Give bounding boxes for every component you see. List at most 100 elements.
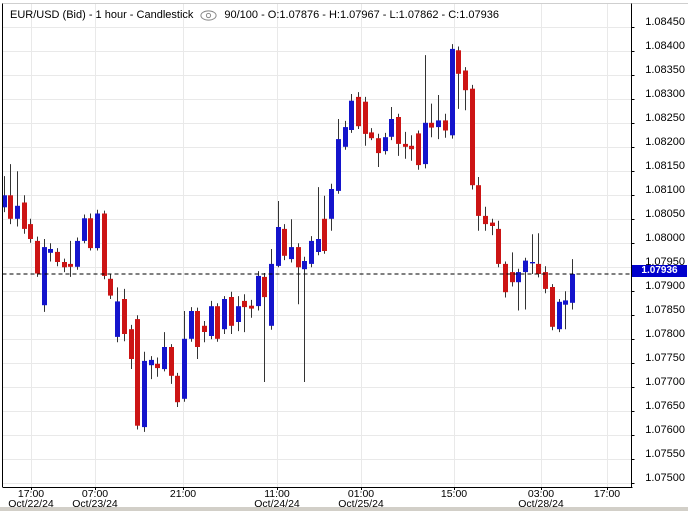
time-axis[interactable]: 17:00 Oct/22/24 07:00 Oct/23/24 21:00 11:00 Oc…	[0, 487, 688, 510]
candle-body	[456, 50, 461, 74]
candle[interactable]	[510, 252, 515, 287]
candle[interactable]	[269, 249, 274, 330]
candle[interactable]	[95, 209, 100, 251]
candle[interactable]	[309, 236, 314, 268]
candle[interactable]	[322, 195, 327, 254]
candle[interactable]	[229, 291, 234, 334]
candle[interactable]	[429, 103, 434, 138]
candle[interactable]	[490, 218, 495, 236]
candle[interactable]	[155, 357, 160, 377]
candle[interactable]	[409, 135, 414, 161]
candle[interactable]	[55, 248, 60, 267]
candle[interactable]	[28, 218, 33, 243]
candle[interactable]	[570, 259, 575, 310]
candle[interactable]	[135, 315, 140, 430]
candle[interactable]	[149, 356, 154, 380]
price-axis[interactable]: 1.08450 1.08400 1.08350 1.08300 1.08250 1.082…	[632, 0, 688, 487]
candle[interactable]	[182, 311, 187, 402]
candle[interactable]	[249, 299, 254, 318]
candle[interactable]	[530, 234, 535, 274]
candle[interactable]	[369, 128, 374, 141]
candle[interactable]	[242, 294, 247, 333]
candle[interactable]	[129, 324, 134, 369]
candle[interactable]	[209, 300, 214, 340]
candle[interactable]	[8, 164, 13, 225]
candle[interactable]	[236, 296, 241, 332]
candle[interactable]	[62, 258, 67, 273]
candle[interactable]	[35, 236, 40, 277]
candle[interactable]	[356, 92, 361, 129]
candle[interactable]	[563, 291, 568, 330]
candle[interactable]	[189, 307, 194, 342]
candle[interactable]	[2, 176, 7, 213]
candle[interactable]	[423, 55, 428, 169]
candle-body	[62, 262, 67, 268]
candle[interactable]	[349, 94, 354, 133]
candle-body	[550, 287, 555, 327]
candle[interactable]	[102, 210, 107, 280]
candle[interactable]	[416, 130, 421, 170]
time-label: 01:00	[347, 488, 375, 500]
candle[interactable]	[42, 239, 47, 312]
price-axis-label: 1.07650	[645, 400, 685, 413]
candle[interactable]	[82, 214, 87, 244]
candle[interactable]	[476, 177, 481, 231]
candle[interactable]	[496, 220, 501, 268]
candle[interactable]	[363, 96, 368, 146]
price-axis-label: 1.07800	[645, 328, 685, 341]
candle[interactable]	[175, 372, 180, 407]
candle[interactable]	[450, 44, 455, 139]
candle[interactable]	[396, 113, 401, 156]
candle[interactable]	[48, 243, 53, 262]
candle[interactable]	[256, 271, 261, 311]
candle[interactable]	[22, 195, 27, 234]
candle[interactable]	[376, 133, 381, 167]
candle-body	[376, 138, 381, 154]
candle[interactable]	[536, 233, 541, 278]
candle[interactable]	[503, 261, 508, 298]
candle[interactable]	[550, 284, 555, 331]
price-axis-label: 1.08050	[645, 208, 685, 221]
candle[interactable]	[403, 131, 408, 159]
candle[interactable]	[222, 296, 227, 334]
candle[interactable]	[115, 287, 120, 343]
candle[interactable]	[456, 46, 461, 109]
candle[interactable]	[470, 84, 475, 190]
candle[interactable]	[343, 120, 348, 150]
candle[interactable]	[336, 119, 341, 194]
candle[interactable]	[75, 237, 80, 270]
candle[interactable]	[282, 224, 287, 261]
candle[interactable]	[68, 240, 73, 277]
candle[interactable]	[169, 344, 174, 384]
eye-icon[interactable]	[200, 9, 217, 21]
candle[interactable]	[383, 132, 388, 155]
candle[interactable]	[443, 113, 448, 138]
candle[interactable]	[436, 95, 441, 140]
candle-body	[429, 122, 434, 128]
candle[interactable]	[215, 303, 220, 342]
time-label: 17:00	[593, 488, 621, 500]
candle[interactable]	[389, 107, 394, 141]
candle[interactable]	[543, 266, 548, 294]
candle[interactable]	[202, 321, 207, 343]
candle[interactable]	[276, 201, 281, 268]
candle[interactable]	[302, 256, 307, 382]
candle[interactable]	[329, 183, 334, 231]
candle[interactable]	[483, 206, 488, 231]
candle[interactable]	[262, 273, 267, 382]
candle[interactable]	[516, 268, 521, 311]
candle[interactable]	[316, 187, 321, 256]
candle[interactable]	[557, 299, 562, 333]
candle[interactable]	[122, 288, 127, 342]
time-axis-label: 15:00	[414, 487, 494, 500]
candle[interactable]	[463, 67, 468, 111]
candle[interactable]	[162, 332, 167, 372]
candle[interactable]	[15, 171, 20, 227]
candle[interactable]	[523, 257, 528, 310]
candle[interactable]	[195, 307, 200, 359]
candle[interactable]	[108, 274, 113, 299]
candle[interactable]	[289, 219, 294, 263]
candle[interactable]	[88, 213, 93, 251]
candle[interactable]	[142, 351, 147, 432]
